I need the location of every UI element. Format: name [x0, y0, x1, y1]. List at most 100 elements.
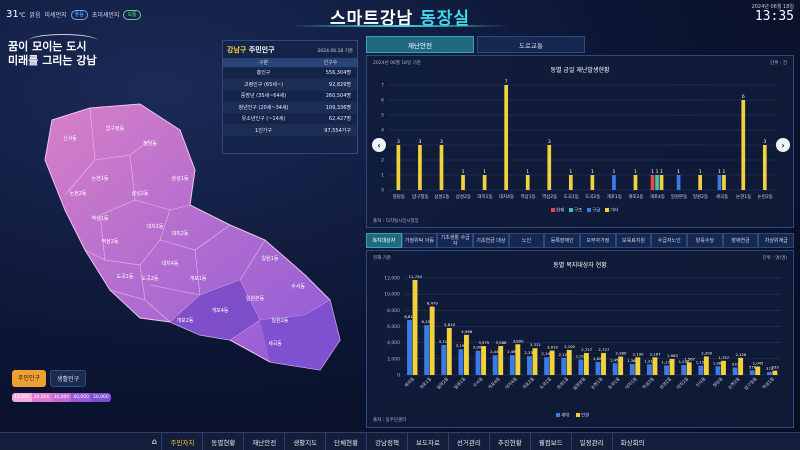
welfare-bar[interactable] — [715, 366, 721, 375]
disaster-bar[interactable] — [762, 145, 767, 190]
map-district-label[interactable]: 세곡동 — [268, 340, 282, 347]
map-district-label[interactable]: 일원본동 — [246, 295, 265, 302]
disaster-bar[interactable] — [633, 175, 638, 190]
welfare-bar[interactable] — [498, 345, 504, 375]
welfare-bar[interactable] — [749, 370, 755, 375]
toggle-living-population[interactable]: 생활인구 — [50, 370, 87, 387]
disaster-bar[interactable] — [650, 175, 655, 190]
disaster-bar[interactable] — [741, 100, 746, 190]
map-district-label[interactable]: 압구정동 — [106, 125, 125, 132]
disaster-bar[interactable] — [590, 175, 595, 190]
welfare-bar[interactable] — [458, 349, 464, 375]
welfare-tab[interactable]: 기초연금 대상 — [473, 233, 509, 248]
welfare-bar[interactable] — [492, 355, 498, 375]
welfare-bar[interactable] — [738, 357, 744, 375]
map-district-label[interactable]: 대치1동 — [147, 223, 164, 230]
map-district-label[interactable]: 대치4동 — [162, 260, 179, 267]
nav-item[interactable]: 단체현황 — [325, 433, 366, 450]
map-district-label[interactable]: 역삼1동 — [92, 215, 109, 222]
welfare-bar[interactable] — [686, 362, 692, 375]
map-district-label[interactable]: 일원1동 — [262, 255, 279, 262]
disaster-bar[interactable] — [525, 175, 530, 190]
welfare-bar[interactable] — [481, 346, 487, 375]
map-district-label[interactable]: 수서동 — [291, 283, 305, 290]
nav-item[interactable]: 생활지도 — [284, 433, 325, 450]
map-district-label[interactable]: 삼성1동 — [172, 175, 189, 182]
welfare-tab[interactable]: 복지대상자 — [366, 233, 402, 248]
nav-item[interactable]: 강남정책 — [366, 433, 407, 450]
welfare-bar[interactable] — [527, 356, 532, 375]
disaster-bar[interactable] — [722, 175, 726, 190]
nav-item[interactable]: 주민자치 — [161, 433, 202, 450]
map-district-label[interactable]: 대치2동 — [172, 230, 189, 237]
welfare-bar[interactable] — [509, 355, 515, 375]
map-district-label[interactable]: 논현2동 — [70, 190, 87, 197]
chart-next-arrow-icon[interactable]: › — [776, 138, 790, 152]
welfare-tab[interactable]: 기초생활 수급자 — [437, 233, 474, 248]
tab-road-traffic[interactable]: 도로교통 — [477, 36, 585, 53]
welfare-bar[interactable] — [732, 367, 738, 375]
map-district-label[interactable]: 개포4동 — [212, 307, 229, 314]
nav-item[interactable]: 동별현황 — [202, 433, 243, 450]
welfare-tab[interactable]: 장애연금 — [722, 233, 759, 248]
chart-prev-arrow-icon[interactable]: ‹ — [372, 138, 386, 152]
welfare-bar[interactable] — [646, 364, 652, 375]
welfare-tab[interactable]: 모부자가정 — [580, 233, 616, 248]
welfare-bar[interactable] — [549, 350, 555, 375]
map-district-label[interactable]: 도곡2동 — [142, 276, 159, 282]
welfare-bar[interactable] — [766, 371, 772, 375]
disaster-bar[interactable] — [461, 175, 465, 190]
disaster-bar[interactable] — [698, 175, 703, 190]
welfare-tab[interactable]: 등록장애인 — [544, 233, 581, 248]
map-district-label[interactable]: 일원2동 — [272, 317, 289, 324]
map-district-label[interactable]: 논현1동 — [92, 175, 109, 182]
welfare-tab[interactable]: 노인 — [508, 233, 545, 248]
disaster-bar[interactable] — [396, 145, 401, 190]
disaster-bar[interactable] — [482, 175, 487, 190]
nav-item[interactable]: 보도자료 — [407, 433, 448, 450]
toggle-resident-population[interactable]: 주민인구 — [12, 370, 47, 387]
welfare-bar[interactable] — [566, 349, 572, 375]
nav-item[interactable]: 화상회의 — [611, 433, 653, 450]
welfare-bar[interactable] — [652, 357, 658, 375]
district-segok[interactable] — [260, 300, 340, 370]
disaster-bar[interactable] — [568, 175, 573, 190]
welfare-bar[interactable] — [424, 325, 430, 375]
map-district-label[interactable]: 삼성2동 — [132, 190, 149, 197]
map-district-label[interactable]: 개포2동 — [177, 317, 194, 324]
district-gaepo[interactable] — [170, 280, 260, 340]
disaster-bar[interactable] — [612, 175, 616, 190]
welfare-bar[interactable] — [772, 370, 778, 375]
disaster-bar[interactable] — [547, 145, 552, 190]
welfare-bar[interactable] — [446, 328, 452, 375]
welfare-bar[interactable] — [669, 358, 675, 375]
map-district-label[interactable]: 신사동 — [63, 135, 77, 142]
welfare-tab[interactable]: 보육료지원 — [615, 233, 652, 248]
disaster-bar[interactable] — [418, 145, 422, 190]
welfare-tab[interactable]: 가정위탁 아동 — [401, 233, 438, 248]
nav-item[interactable]: 웰컴보드 — [529, 433, 571, 450]
nav-item[interactable]: 재난안전 — [243, 433, 284, 450]
welfare-bar[interactable] — [429, 306, 435, 375]
welfare-bar[interactable] — [755, 366, 761, 375]
map-district-label[interactable]: 역삼2동 — [102, 238, 119, 245]
welfare-bar[interactable] — [583, 352, 589, 375]
welfare-bar[interactable] — [629, 363, 635, 375]
welfare-tab[interactable]: 수급자노인 — [651, 233, 688, 248]
nav-item[interactable]: 선거관리 — [447, 433, 489, 450]
welfare-bar[interactable] — [407, 319, 412, 375]
welfare-bar[interactable] — [635, 357, 641, 375]
welfare-bar[interactable] — [601, 352, 606, 375]
disaster-bar[interactable] — [504, 85, 509, 190]
tab-disaster-safety[interactable]: 재난안전 — [366, 36, 474, 53]
disaster-bar[interactable] — [439, 145, 444, 190]
welfare-tab[interactable]: 차상위계급 — [758, 233, 795, 248]
welfare-bar[interactable] — [515, 344, 521, 375]
welfare-bar[interactable] — [475, 350, 481, 375]
map-district-label[interactable]: 도곡1동 — [117, 274, 134, 280]
welfare-bar[interactable] — [612, 363, 618, 375]
welfare-bar[interactable] — [441, 344, 447, 375]
map-district-label[interactable]: 개포1동 — [190, 275, 207, 282]
welfare-bar[interactable] — [703, 356, 709, 375]
disaster-bar[interactable] — [655, 175, 659, 190]
